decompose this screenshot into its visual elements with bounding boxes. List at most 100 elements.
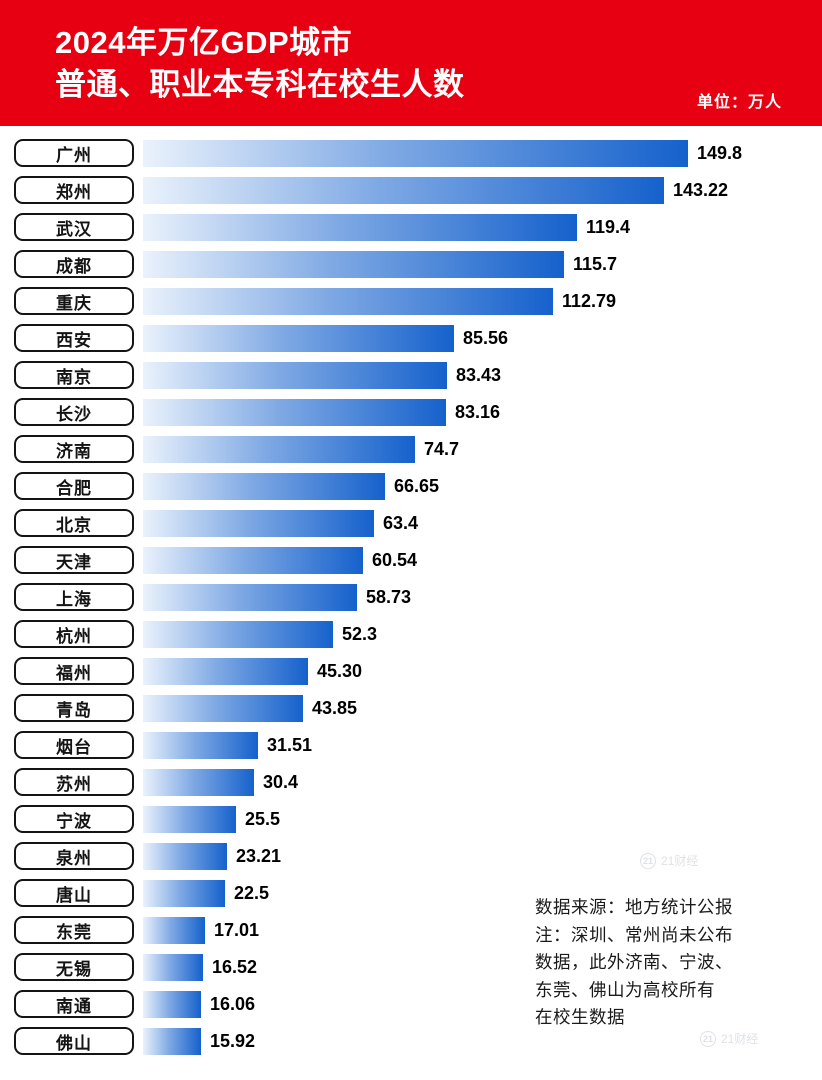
value-label: 52.3 <box>342 623 378 644</box>
value-label: 25.5 <box>245 808 281 829</box>
chart-row: 南京 83.43 <box>14 361 742 389</box>
value-label: 74.7 <box>424 438 460 459</box>
value-label: 60.54 <box>372 549 418 570</box>
bar <box>143 842 227 870</box>
footer-line: 东莞、佛山为高校所有 <box>535 979 715 1000</box>
value-label: 112.79 <box>562 290 617 311</box>
city-label: 无锡 <box>14 953 134 981</box>
chart-row: 上海 58.73 <box>14 583 742 611</box>
city-label: 杭州 <box>14 620 134 648</box>
chart-row: 天津 60.54 <box>14 546 742 574</box>
footer-line: 数据来源：地方统计公报 <box>535 897 733 917</box>
city-label: 郑州 <box>14 176 134 204</box>
city-label: 南通 <box>14 990 134 1018</box>
city-label: 广州 <box>14 139 134 167</box>
footer-line: 在校生数据 <box>535 1007 625 1027</box>
chart-row: 青岛 43.85 <box>14 694 742 722</box>
city-label: 泉州 <box>14 842 134 870</box>
value-label: 22.5 <box>234 882 270 903</box>
chart-row: 泉州 23.21 <box>14 842 742 870</box>
chart-row: 广州 149.8 <box>14 139 742 167</box>
value-label: 45.30 <box>317 660 363 681</box>
chart-row: 无锡 16.52 <box>14 953 742 981</box>
footer-line: 数据，此外济南、宁波、 <box>535 952 733 972</box>
chart-row: 烟台 31.51 <box>14 731 742 759</box>
chart-row: 西安 85.56 <box>14 324 742 352</box>
bar <box>143 398 446 426</box>
bar <box>143 805 236 833</box>
chart-row: 福州 45.30 <box>14 657 742 685</box>
city-label: 佛山 <box>14 1027 134 1055</box>
page-title-line2: 普通、职业本专科在校生人数 <box>55 67 465 102</box>
city-label: 武汉 <box>14 213 134 241</box>
city-label: 烟台 <box>14 731 134 759</box>
header-banner: 2024年万亿GDP城市 普通、职业本专科在校生人数 单位：万人 <box>0 0 822 126</box>
bar <box>143 768 254 796</box>
chart-row: 宁波 25.5 <box>14 805 742 833</box>
bar <box>143 657 308 685</box>
value-label: 23.21 <box>236 845 282 866</box>
city-label: 西安 <box>14 324 134 352</box>
city-label: 唐山 <box>14 879 134 907</box>
city-label: 苏州 <box>14 768 134 796</box>
chart-row: 苏州 30.4 <box>14 768 742 796</box>
bar <box>143 583 357 611</box>
chart-row: 南通 16.06 <box>14 990 742 1018</box>
value-label: 16.06 <box>210 993 256 1014</box>
value-label: 115.7 <box>573 253 618 274</box>
value-label: 43.85 <box>312 697 358 718</box>
chart-row: 佛山 15.92 <box>14 1027 742 1055</box>
value-label: 83.16 <box>455 401 501 422</box>
page-title-line1: 2024年万亿GDP城市 <box>55 25 353 60</box>
city-label: 北京 <box>14 509 134 537</box>
bar <box>143 139 688 167</box>
value-label: 31.51 <box>267 734 313 755</box>
bar <box>143 990 201 1018</box>
value-label: 15.92 <box>210 1030 256 1051</box>
footer-line: 注：深圳、常州尚未公布 <box>535 924 733 945</box>
page-title: 2024年万亿GDP城市 普通、职业本专科在校生人数 <box>55 22 465 106</box>
city-label: 成都 <box>14 250 134 278</box>
unit-label: 单位：万人 <box>696 94 782 111</box>
value-label: 63.4 <box>383 512 419 533</box>
chart-row: 济南 74.7 <box>14 435 742 463</box>
city-label: 重庆 <box>14 287 134 315</box>
city-label: 东莞 <box>14 916 134 944</box>
city-label: 天津 <box>14 546 134 574</box>
chart-row: 郑州 143.22 <box>14 176 742 204</box>
bar <box>143 287 553 315</box>
bar <box>143 213 577 241</box>
bar <box>143 324 454 352</box>
bar <box>143 1027 201 1055</box>
value-label: 119.4 <box>586 216 631 237</box>
bar <box>143 546 363 574</box>
bar <box>143 176 664 204</box>
city-label: 宁波 <box>14 805 134 833</box>
city-label: 合肥 <box>14 472 134 500</box>
bar <box>143 694 303 722</box>
bar <box>143 731 258 759</box>
bar <box>143 916 205 944</box>
footer-note: 数据来源：地方统计公报 注：深圳、常州尚未公布 数据，此外济南、宁波、 东莞、佛… <box>535 894 803 1032</box>
chart-row: 长沙 83.16 <box>14 398 742 426</box>
value-label: 58.73 <box>366 586 412 607</box>
chart-row: 重庆 112.79 <box>14 287 742 315</box>
bar <box>143 435 415 463</box>
chart-row: 北京 63.4 <box>14 509 742 537</box>
chart-row: 唐山 22.5 <box>14 879 742 907</box>
value-label: 143.22 <box>673 179 729 200</box>
chart-row: 合肥 66.65 <box>14 472 742 500</box>
value-label: 30.4 <box>263 771 299 792</box>
city-label: 上海 <box>14 583 134 611</box>
city-label: 南京 <box>14 361 134 389</box>
value-label: 85.56 <box>463 327 509 348</box>
chart-rows: 广州 149.8 郑州 143.22 武汉 119.4 成都 115.7 重庆 112.79 西安 8… <box>14 139 742 1055</box>
chart-row: 东莞 17.01 <box>14 916 742 944</box>
city-label: 青岛 <box>14 694 134 722</box>
city-label: 福州 <box>14 657 134 685</box>
chart-row: 杭州 52.3 <box>14 620 742 648</box>
bar <box>143 879 225 907</box>
value-label: 83.43 <box>456 364 502 385</box>
city-label: 长沙 <box>14 398 134 426</box>
